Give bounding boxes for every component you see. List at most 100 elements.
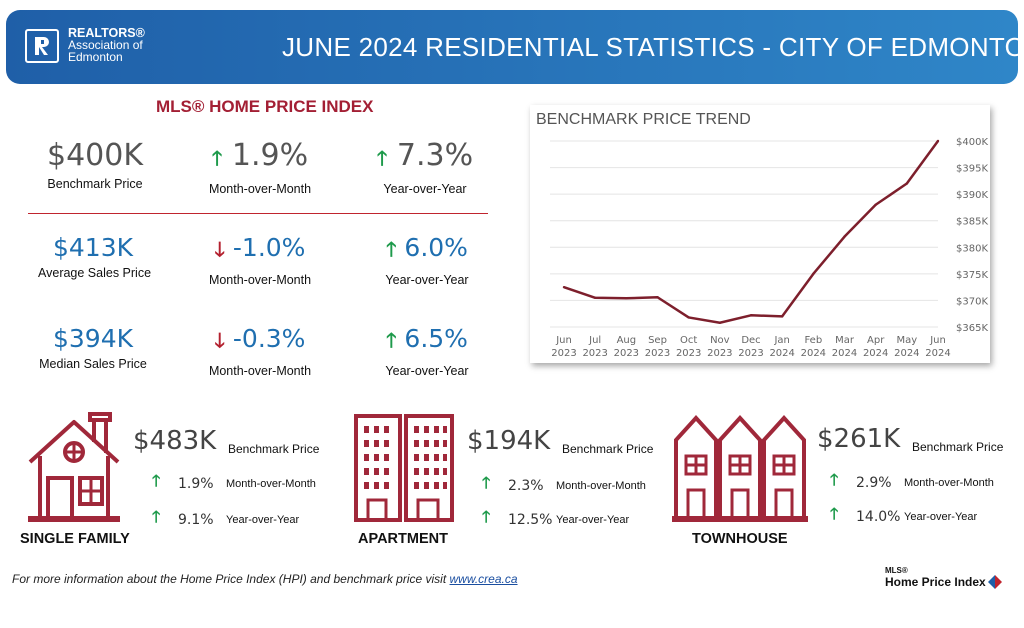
series-line (563, 140, 940, 324)
apartment-yoy-value: 12.5% (508, 511, 553, 528)
arrow-up-icon: 🡑 (211, 146, 223, 170)
townhouse-yoy-value: 14.0% (856, 508, 901, 525)
apartment-name: APARTMENT (358, 531, 448, 547)
x-tick-label: May 2024 (894, 335, 919, 359)
data-point (905, 182, 909, 185)
data-point (687, 316, 690, 319)
page-title: JUNE 2024 RESIDENTIAL STATISTICS - CITY … (282, 32, 1024, 62)
hpi-diamond-icon (987, 575, 1002, 589)
single-family-price: $483K (133, 426, 217, 456)
benchmark-trend-chart: BENCHMARK PRICE TREND $365K $370K $375K $38… (530, 105, 990, 363)
median-yoy-stat: 🡑 6.5% Year-over-Year (362, 324, 492, 378)
townhouse-yoy-label: Year-over-Year (904, 510, 978, 523)
median-price-value: $394K (52, 324, 134, 353)
y-tick-label: $400K (956, 137, 988, 148)
townhouse-icon (672, 412, 812, 529)
average-yoy-value: 6.0% (404, 233, 468, 262)
apartment-price: $194K (467, 426, 551, 456)
data-point (718, 321, 722, 324)
benchmark-price-stat: $400K Benchmark Price (40, 138, 150, 191)
org-name: REALTORS® Association of Edmonton (68, 26, 145, 64)
y-tick-label: $370K (956, 296, 988, 307)
single-family-yoy: 🡑 9.1% Year-over-Year (152, 506, 299, 533)
benchmark-yoy-stat: 🡑 7.3% Year-over-Year (360, 138, 490, 196)
chart-plot: $365K $370K $375K $380K $385K $390K $395K $400K… (550, 137, 988, 359)
y-tick-label: $390K (956, 190, 988, 201)
x-tick-label: Jun 2024 (925, 335, 950, 359)
average-price-value: $413K (52, 233, 134, 262)
benchmark-price-label: Benchmark Price (47, 177, 143, 191)
apartment-yoy: 🡑 12.5% Year-over-Year (482, 506, 629, 533)
median-price-label: Median Sales Price (39, 357, 147, 371)
townhouse-mom-label: Month-over-Month (904, 476, 994, 489)
data-point (874, 203, 877, 206)
data-point (843, 235, 846, 238)
median-mom-label: Month-over-Month (208, 364, 312, 378)
benchmark-mom-stat: 🡑 1.9% Month-over-Month (190, 138, 330, 196)
chart-title: BENCHMARK PRICE TREND (536, 111, 751, 128)
average-price-stat: $413K Average Sales Price (38, 233, 152, 280)
arrow-down-icon: 🡓 (214, 328, 225, 352)
townhouse-bench-label: Benchmark Price (912, 440, 1004, 454)
single-family-mom: 🡑 1.9% Month-over-Month (152, 470, 316, 497)
median-yoy-value: 6.5% (404, 324, 468, 353)
x-tick-label: Apr 2024 (863, 335, 888, 359)
apartment-icon (352, 412, 456, 529)
hpi-logo-mls: MLS® (885, 566, 908, 575)
townhouse-mom: 🡑 2.9% Month-over-Month (830, 469, 994, 496)
single-family-yoy-label: Year-over-Year (226, 513, 300, 526)
x-tick-label: Sep 2023 (645, 335, 670, 359)
x-tick-label: Jun 2023 (551, 335, 576, 359)
apartment-mom: 🡑 2.3% Month-over-Month (482, 472, 646, 499)
x-tick-label: Mar 2024 (832, 335, 857, 359)
footer-text: For more information about the Home Pric… (12, 572, 450, 586)
average-price-label: Average Sales Price (38, 266, 152, 280)
x-tick-label: Feb 2024 (801, 335, 826, 359)
benchmark-mom-label: Month-over-Month (208, 182, 312, 196)
divider (28, 213, 488, 214)
y-tick-label: $365K (956, 323, 988, 334)
footer-note: For more information about the Home Pric… (12, 572, 518, 586)
arrow-up-icon: 🡑 (830, 472, 839, 489)
x-tick-label: Aug 2023 (614, 335, 639, 359)
median-mom-value: -0.3% (232, 324, 306, 353)
x-tick-label: Jul 2023 (582, 335, 607, 359)
data-point (936, 139, 940, 143)
data-point (625, 297, 628, 300)
data-point (749, 314, 753, 317)
arrow-up-icon: 🡑 (830, 506, 839, 523)
median-yoy-label: Year-over-Year (385, 364, 469, 378)
apartment-yoy-label: Year-over-Year (556, 513, 630, 526)
y-tick-label: $375K (956, 270, 988, 281)
crea-link[interactable]: www.crea.ca (449, 572, 518, 586)
median-mom-stat: 🡓 -0.3% Month-over-Month (190, 324, 330, 378)
average-mom-label: Month-over-Month (208, 273, 312, 287)
median-price-stat: $394K Median Sales Price (38, 324, 148, 371)
x-tick-label: Dec 2023 (738, 335, 763, 359)
arrow-down-icon: 🡓 (214, 237, 225, 261)
apartment-mom-value: 2.3% (508, 477, 544, 494)
arrow-up-icon: 🡑 (482, 475, 491, 492)
x-tick-label: Jan 2024 (769, 335, 794, 359)
y-tick-label: $385K (956, 217, 988, 228)
data-point (593, 296, 597, 299)
single-family-bench-label: Benchmark Price (228, 442, 320, 456)
benchmark-yoy-label: Year-over-Year (383, 182, 467, 196)
arrow-up-icon: 🡑 (386, 237, 397, 261)
x-tick-label: Oct 2023 (676, 335, 701, 359)
house-icon (26, 412, 122, 529)
single-family-yoy-value: 9.1% (178, 511, 214, 528)
apartment-bench-label: Benchmark Price (562, 442, 654, 456)
average-mom-stat: 🡓 -1.0% Month-over-Month (190, 233, 330, 287)
benchmark-yoy-value: 7.3% (396, 138, 474, 173)
average-yoy-label: Year-over-Year (385, 273, 469, 287)
arrow-up-icon: 🡑 (152, 473, 161, 490)
average-mom-value: -1.0% (232, 233, 306, 262)
townhouse-mom-value: 2.9% (856, 474, 892, 491)
y-tick-label: $380K (956, 243, 988, 254)
mls-index-title: MLS® HOME PRICE INDEX (156, 97, 374, 116)
townhouse-yoy: 🡑 14.0% Year-over-Year (830, 503, 977, 530)
townhouse-name: TOWNHOUSE (692, 531, 788, 547)
single-family-mom-label: Month-over-Month (226, 477, 316, 490)
townhouse-price: $261K (817, 424, 901, 454)
